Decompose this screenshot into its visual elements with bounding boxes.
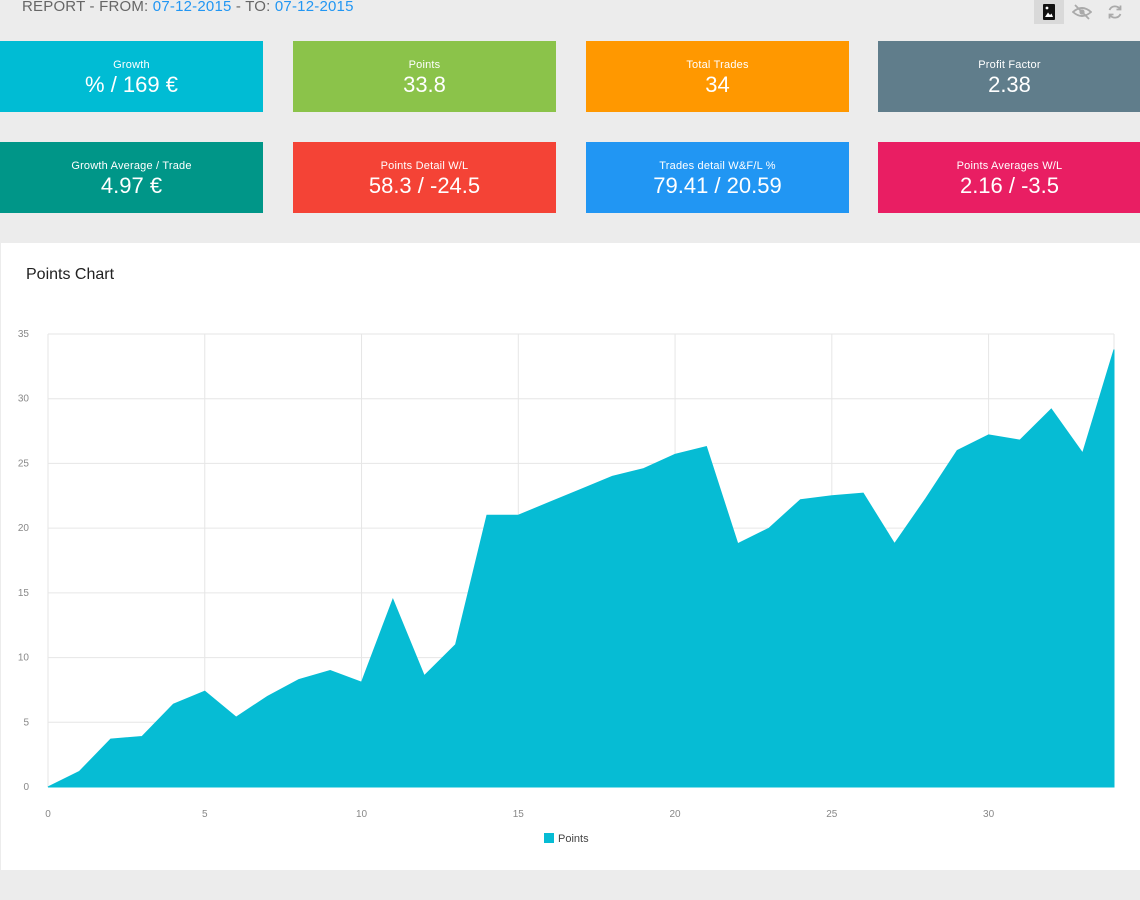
report-title-to-prefix: - TO: bbox=[231, 0, 275, 15]
tile-total-trades: Total Trades 34 bbox=[586, 41, 849, 112]
x-tick-label: 0 bbox=[45, 809, 51, 820]
tile-label: Points Averages W/L bbox=[956, 160, 1063, 172]
tile-label: Points bbox=[408, 59, 441, 71]
tile-label: Growth bbox=[113, 59, 150, 71]
tile-points-averages: Points Averages W/L 2.16 / -3.5 bbox=[878, 142, 1140, 213]
to-date-link[interactable]: 07-12-2015 bbox=[274, 0, 354, 15]
points-chart-panel: Points Chart 0 5 10 15 20 25 30 35 0 5 10 15 20 25 30 P… bbox=[1, 243, 1140, 870]
series-area-points bbox=[47, 349, 1115, 788]
tile-label: Profit Factor bbox=[978, 59, 1041, 71]
tile-profit-factor: Profit Factor 2.38 bbox=[878, 41, 1140, 112]
y-tick-label: 35 bbox=[18, 329, 30, 340]
tile-value: 58.3 / -24.5 bbox=[368, 173, 481, 198]
tile-value: 4.97 € bbox=[100, 173, 163, 198]
x-tick-label: 30 bbox=[983, 809, 995, 820]
chart-title: Points Chart bbox=[26, 266, 115, 283]
y-tick-label: 20 bbox=[18, 523, 30, 534]
tile-label: Growth Average / Trade bbox=[71, 160, 192, 172]
tile-points: Points 33.8 bbox=[293, 41, 556, 112]
y-tick-label: 5 bbox=[23, 717, 29, 728]
tile-value: 33.8 bbox=[403, 72, 446, 97]
tile-growth: Growth % / 169 € bbox=[0, 41, 263, 112]
tile-value: % / 169 € bbox=[85, 72, 178, 97]
tile-trades-detail: Trades detail W&F/L % 79.41 / 20.59 bbox=[586, 142, 849, 213]
x-tick-label: 15 bbox=[513, 809, 525, 820]
y-tick-label: 30 bbox=[18, 394, 30, 405]
tile-growth-average: Growth Average / Trade 4.97 € bbox=[0, 142, 263, 213]
tile-label: Trades detail W&F/L % bbox=[659, 160, 776, 172]
tile-value: 2.16 / -3.5 bbox=[959, 173, 1060, 198]
y-tick-label: 10 bbox=[18, 653, 30, 664]
x-tick-label: 20 bbox=[669, 809, 681, 820]
x-tick-label: 10 bbox=[356, 809, 368, 820]
y-tick-label: 25 bbox=[18, 458, 30, 469]
refresh-button[interactable] bbox=[1100, 0, 1130, 24]
x-tick-label: 25 bbox=[826, 809, 838, 820]
report-title-prefix: REPORT - FROM: bbox=[22, 0, 153, 15]
tile-value: 79.41 / 20.59 bbox=[653, 173, 782, 198]
refresh-icon bbox=[1107, 4, 1123, 20]
y-tick-label: 0 bbox=[23, 782, 29, 793]
tile-label: Total Trades bbox=[686, 59, 749, 71]
from-date-link[interactable]: 07-12-2015 bbox=[152, 0, 232, 15]
tile-label: Points Detail W/L bbox=[380, 160, 469, 172]
hide-button[interactable] bbox=[1067, 0, 1097, 24]
points-chart: 0 5 10 15 20 25 30 35 0 5 10 15 20 25 30 Points bbox=[18, 329, 1115, 845]
eye-off-icon bbox=[1072, 4, 1092, 20]
tile-points-detail: Points Detail W/L 58.3 / -24.5 bbox=[293, 142, 556, 213]
y-tick-label: 15 bbox=[18, 588, 30, 599]
legend-label: Points bbox=[558, 833, 589, 845]
report-title: REPORT - FROM: 07-12-2015 - TO: 07-12-20… bbox=[22, 0, 354, 15]
x-tick-label: 5 bbox=[202, 809, 208, 820]
legend-swatch bbox=[544, 833, 554, 843]
image-icon bbox=[1042, 3, 1056, 21]
image-button[interactable] bbox=[1034, 0, 1064, 24]
tile-value: 34 bbox=[705, 72, 730, 97]
report-header: REPORT - FROM: 07-12-2015 - TO: 07-12-20… bbox=[0, 0, 1140, 30]
tile-value: 2.38 bbox=[988, 72, 1031, 97]
